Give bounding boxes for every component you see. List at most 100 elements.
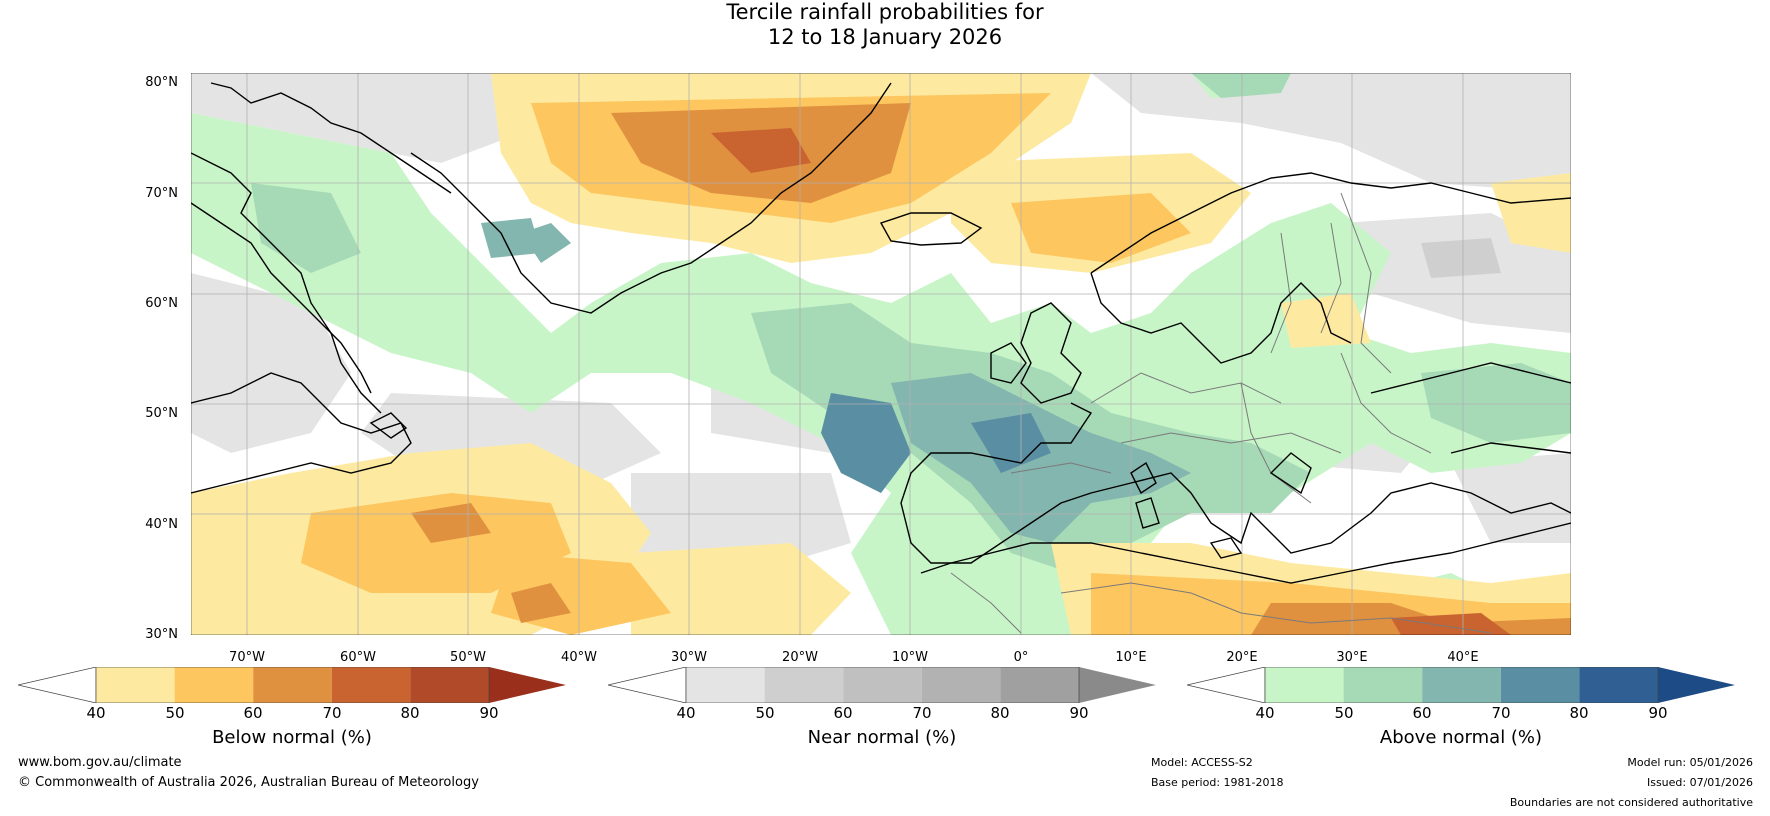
below-area-russia: [1491, 173, 1571, 253]
probability-map[interactable]: [191, 73, 1571, 635]
tick-near-90: 90: [1069, 704, 1089, 722]
colorbar-below-70-80: [331, 667, 411, 703]
lon-label-40e: 40°E: [1447, 650, 1479, 665]
below-mid-norway: [1011, 193, 1191, 263]
tick-above-50: 50: [1334, 704, 1354, 722]
legend-near-normal: 40 50 60 70 80 90 Near normal (%): [607, 666, 1156, 757]
lat-label-60n: 60°N: [145, 296, 178, 311]
tick-above-80: 80: [1569, 704, 1589, 722]
tick-above-90: 90: [1648, 704, 1668, 722]
tick-below-60: 60: [243, 704, 263, 722]
lon-label-20w: 20°W: [782, 650, 818, 665]
border-east-2: [1340, 352, 1432, 454]
chart-title: Tercile rainfall probabilities for 12 to…: [0, 0, 1770, 50]
below-deep-2: [1391, 613, 1511, 635]
coast-corsica: [1130, 461, 1157, 495]
near-area-black-sea: [1451, 453, 1571, 543]
colorbar-near-50-60: [764, 667, 844, 703]
lon-label-50w: 50°W: [450, 650, 486, 665]
title-line-2: 12 to 18 January 2026: [767, 25, 1003, 49]
colorbar-above-40-50: [1265, 667, 1344, 703]
above-deep-spain: [821, 393, 911, 493]
coast-southern-europe: [900, 402, 1571, 564]
colorbar-above-70-80: [1500, 667, 1580, 703]
colorbar-above-60-70: [1422, 667, 1501, 703]
colorbar-near-ticks: 40 50 60 70 80 90: [608, 704, 1156, 722]
lon-label-70w: 70°W: [229, 650, 265, 665]
lat-label-30n: 30°N: [145, 627, 178, 642]
below-dark-atlantic-2: [511, 583, 571, 623]
colorbar-near-80-90: [1000, 667, 1079, 703]
map-svg: [191, 73, 1571, 635]
coastlines: [191, 82, 1571, 584]
coast-baffin: [191, 152, 382, 414]
above-deep-alps: [971, 413, 1051, 473]
border-norway-sweden: [1270, 232, 1292, 354]
website-link[interactable]: www.bom.gov.au/climate: [18, 755, 182, 770]
lat-label-70n: 70°N: [145, 186, 178, 201]
lat-label-80n: 80°N: [145, 75, 178, 90]
coast-ellesmere: [210, 82, 452, 194]
coast-scandinavia-north: [1090, 172, 1571, 274]
issued-text: Issued: 07/01/2026: [1646, 776, 1753, 789]
colorbar-near-40-50: [686, 667, 765, 703]
disclaimer-text: Boundaries are not considered authoritat…: [1509, 796, 1753, 809]
tick-near-60: 60: [833, 704, 853, 722]
near-mid-3: [1421, 238, 1501, 278]
below-dark-atlantic: [411, 503, 491, 543]
legend-above-title: Above normal (%): [1379, 727, 1543, 748]
lon-label-10w: 10°W: [892, 650, 928, 665]
footer-right: Model run: 05/01/2026 Issued: 07/01/2026…: [1510, 753, 1753, 813]
footer-middle: Model: ACCESS-S2 Base period: 1981-2018: [1151, 753, 1283, 793]
border-east-1: [1240, 382, 1312, 504]
border-morocco-algeria: [950, 572, 1022, 634]
border-france-spain: [1010, 462, 1112, 474]
coast-newfoundland: [369, 412, 408, 439]
lat-label-50n: 50°N: [145, 406, 178, 421]
lon-label-30w: 30°W: [671, 650, 707, 665]
colorbar-below-60-70: [253, 667, 332, 703]
colorbar-below-high-arrow: [489, 667, 566, 703]
below-normal-deep: [711, 128, 1511, 635]
base-period-text: Base period: 1981-2018: [1151, 776, 1284, 789]
tick-near-80: 80: [990, 704, 1010, 722]
colorbar-near-60-70: [843, 667, 922, 703]
above-mid-east: [1421, 363, 1571, 443]
coast-black-sea: [1450, 442, 1571, 454]
coast-sicily: [1209, 537, 1243, 559]
colorbar-near-70-80: [921, 667, 1001, 703]
tick-above-40: 40: [1255, 704, 1275, 722]
colorbar-above-low-arrow: [1186, 666, 1266, 704]
legend-below-normal: 40 50 60 70 80 90 Below normal (%): [17, 666, 566, 757]
colorbar-near-high-arrow: [1079, 667, 1156, 703]
lon-label-10e: 10°E: [1115, 650, 1147, 665]
colorbar-below-50-60: [174, 667, 254, 703]
legend-below-title: Below normal (%): [212, 727, 372, 748]
near-area-labrador: [191, 273, 351, 453]
coast-greenland: [410, 82, 892, 314]
lon-label-30e: 30°E: [1336, 650, 1368, 665]
tick-below-50: 50: [165, 704, 185, 722]
border-central-1: [1090, 372, 1282, 404]
lon-label-40w: 40°W: [561, 650, 597, 665]
colorbar-above-50-60: [1343, 667, 1423, 703]
border-sweden-finland: [1320, 222, 1342, 334]
legend-above-normal: 40 50 60 70 80 90 Above normal (%): [1186, 666, 1735, 757]
country-borders: [950, 192, 1492, 634]
above-dark-iberia: [891, 373, 1191, 543]
coast-baltic-east: [1370, 362, 1571, 394]
border-central-2: [1120, 432, 1342, 454]
below-deep-1: [711, 128, 811, 173]
tick-near-70: 70: [912, 704, 932, 722]
coast-iceland: [879, 212, 983, 246]
tick-below-40: 40: [86, 704, 106, 722]
border-finland-russia: [1340, 192, 1392, 374]
coast-great-britain: [1020, 302, 1082, 404]
tick-below-70: 70: [322, 704, 342, 722]
colorbar-above-80-90: [1579, 667, 1658, 703]
colorbar-below-80-90: [410, 667, 489, 703]
coast-ireland: [990, 342, 1027, 384]
lon-label-60w: 60°W: [340, 650, 376, 665]
above-mid-arctic: [1191, 73, 1291, 98]
tick-below-90: 90: [479, 704, 499, 722]
